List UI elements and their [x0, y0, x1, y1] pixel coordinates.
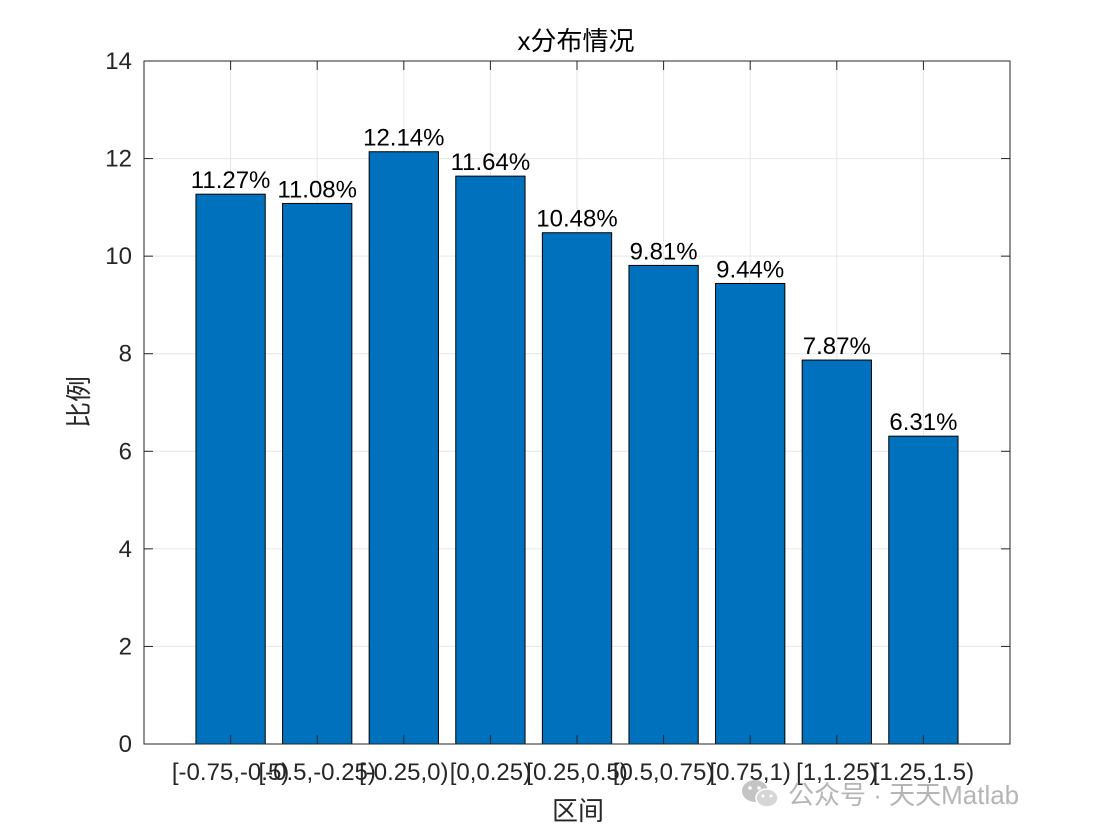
- x-tick-label: [-0.25,0): [359, 759, 448, 786]
- bar-value-label: 7.87%: [803, 333, 871, 360]
- y-tick-label: 2: [119, 633, 132, 660]
- y-tick-label: 14: [105, 48, 132, 75]
- bar-value-label: 10.48%: [536, 206, 617, 233]
- bar-value-label: 9.44%: [716, 256, 784, 283]
- watermark-text: 公众号 · 天天Matlab: [788, 780, 1020, 810]
- y-tick-label: 12: [105, 146, 132, 173]
- bar: [541, 232, 613, 745]
- x-axis-title: 区间: [552, 796, 604, 826]
- y-tick-label: 0: [119, 731, 132, 758]
- x-tick-label: [1.25,1.5): [873, 759, 974, 786]
- bar: [801, 359, 872, 745]
- bar: [888, 435, 959, 745]
- bar: [628, 264, 699, 745]
- bar-value-label: 11.64%: [451, 149, 531, 176]
- value-labels: 11.27% 11.08%12.14% 11.64% 10.48% 9.81% 9.44%…: [191, 125, 958, 436]
- x-tick-label: [-0.75,-0.5): [172, 759, 289, 786]
- bar-value-label: 6.31%: [889, 409, 957, 436]
- bar-value-label: 11.08%: [277, 176, 357, 203]
- bar-value-label: 12.14%: [363, 125, 444, 152]
- bar: [282, 202, 353, 745]
- bar: [455, 175, 526, 745]
- x-tick-label: [1,1.25): [796, 759, 877, 786]
- x-tick-label: [0.25,0.5): [526, 759, 627, 786]
- y-tick-label: 8: [119, 341, 132, 368]
- y-tick-label: 4: [119, 536, 132, 563]
- bar: [368, 151, 439, 745]
- y-tick-labels: 0 2 4 6 8 10 12 14: [105, 48, 1010, 758]
- y-tick-label: 10: [105, 243, 132, 270]
- chart-title: x分布情况: [517, 26, 634, 56]
- bar-value-label: 11.27%: [191, 167, 271, 194]
- x-tick-labels: [-0.75,-0.5)[-0.5,-0.25)[-0.25,0) [0,0.25…: [172, 61, 974, 786]
- x-tick-label: [-0.5,-0.25): [259, 759, 376, 786]
- bar: [715, 282, 786, 745]
- bars: [195, 151, 959, 745]
- x-tick-label: [0,0.25): [450, 759, 531, 786]
- wechat-icon: [742, 779, 779, 808]
- watermark: 公众号 · 天天Matlab: [740, 775, 1019, 812]
- y-axis-title: 比例: [64, 376, 94, 428]
- bar-value-label: 9.81%: [630, 238, 698, 265]
- x-tick-label: [0.5,0.75): [613, 759, 714, 786]
- bar: [195, 193, 266, 745]
- y-tick-label: 6: [119, 438, 132, 465]
